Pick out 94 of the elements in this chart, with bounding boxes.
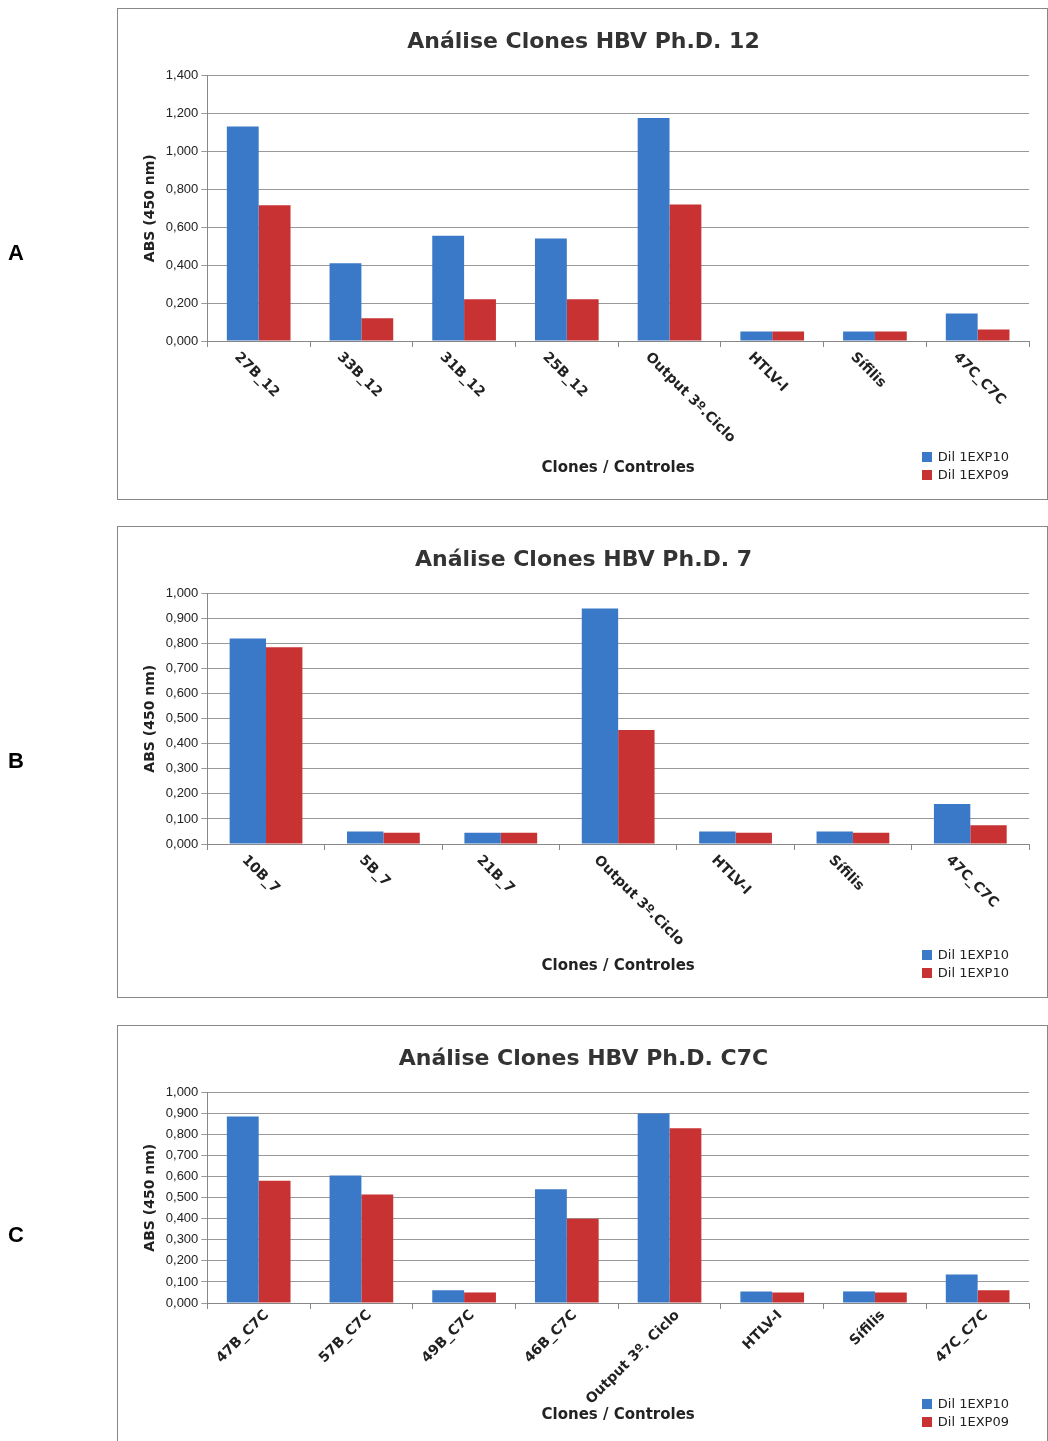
legend-label: Dil 1EXP10 <box>937 965 1009 980</box>
bar <box>933 803 971 844</box>
y-tick-label: 0,200 <box>165 1252 199 1268</box>
y-tick-label: 0,000 <box>165 1294 199 1310</box>
y-tick-label: 0,100 <box>165 810 199 826</box>
bar <box>637 1113 670 1303</box>
y-tick-label: 0,100 <box>165 1273 199 1289</box>
chart-title: Análise Clones HBV Ph.D. C7C <box>398 1044 769 1070</box>
bar <box>618 729 655 844</box>
legend-label: Dil 1EXP09 <box>937 467 1009 482</box>
bar <box>500 832 538 844</box>
y-tick-label: 0,400 <box>165 256 199 272</box>
y-axis-title: ABS (450 nm) <box>141 1143 158 1252</box>
bar <box>772 1292 805 1303</box>
legend-label: Dil 1EXP10 <box>937 947 1009 962</box>
bar <box>226 1116 259 1303</box>
bar <box>874 1292 907 1303</box>
bar <box>464 1292 496 1303</box>
bar <box>740 1291 773 1303</box>
y-tick-label: 0,800 <box>165 635 199 651</box>
bar <box>740 331 773 341</box>
chart-title: Análise Clones HBV Ph.D. 12 <box>407 27 760 53</box>
y-tick-label: 0,400 <box>165 735 199 751</box>
bar <box>669 204 702 341</box>
bar <box>816 831 853 844</box>
y-tick-label: 1,000 <box>165 142 199 158</box>
y-tick-label: 0,000 <box>165 835 199 851</box>
bar <box>432 235 465 341</box>
x-axis-title: Clones / Controles <box>541 955 695 974</box>
bar <box>669 1128 702 1303</box>
y-tick-label: 0,300 <box>165 760 199 776</box>
y-axis-title: ABS (450 nm) <box>141 154 158 263</box>
bar <box>329 263 362 341</box>
y-tick-label: 0,500 <box>165 710 199 726</box>
bar <box>843 331 875 341</box>
legend-label: Dil 1EXP09 <box>937 1414 1009 1429</box>
bar <box>945 1274 978 1303</box>
y-axis-title: ABS (450 nm) <box>141 664 158 773</box>
bar <box>383 832 420 844</box>
y-tick-label: 1,200 <box>165 104 199 120</box>
chart-title: Análise Clones HBV Ph.D. 7 <box>414 545 753 571</box>
bar <box>772 331 805 341</box>
bar <box>258 205 291 341</box>
bar <box>637 118 670 341</box>
bar <box>534 238 567 341</box>
bar <box>464 832 501 844</box>
y-tick-label: 0,800 <box>165 1126 199 1142</box>
y-tick-label: 0,700 <box>165 1147 199 1163</box>
y-tick-label: 0,900 <box>165 1105 199 1121</box>
y-tick-label: 0,900 <box>165 610 199 626</box>
text: A <box>8 240 24 266</box>
y-tick-label: 1,000 <box>165 584 199 600</box>
y-tick-label: 0,200 <box>165 294 199 310</box>
bar <box>735 832 772 844</box>
bar <box>566 1218 599 1303</box>
y-tick-label: 0,600 <box>165 685 199 701</box>
y-tick-label: 1,400 <box>165 66 199 82</box>
bar <box>229 638 267 844</box>
y-tick-label: 0,600 <box>165 218 199 234</box>
y-tick-label: 0,600 <box>165 1168 199 1184</box>
bar <box>347 831 384 844</box>
bar <box>464 299 496 341</box>
bar <box>258 1180 291 1303</box>
y-tick-label: 0,500 <box>165 1189 199 1205</box>
bar <box>361 318 394 341</box>
y-tick-label: 0,400 <box>165 1210 199 1226</box>
bar <box>874 331 907 341</box>
bar <box>843 1291 875 1303</box>
bar <box>852 832 890 844</box>
legend-label: Dil 1EXP10 <box>937 449 1009 464</box>
bar <box>361 1194 394 1303</box>
y-tick-label: 0,200 <box>165 785 199 801</box>
text: B <box>8 748 24 774</box>
y-tick-label: 0,000 <box>165 332 199 348</box>
bar <box>266 647 303 844</box>
bar <box>581 608 619 844</box>
bar <box>534 1189 567 1303</box>
bar <box>329 1175 362 1303</box>
y-tick-label: 1,000 <box>165 1083 199 1099</box>
bar <box>977 1290 1010 1303</box>
text: C <box>8 1222 24 1248</box>
bar <box>226 126 259 341</box>
bar <box>977 329 1010 341</box>
legend-label: Dil 1EXP10 <box>937 1396 1009 1411</box>
bar <box>432 1290 465 1303</box>
y-tick-label: 0,700 <box>165 660 199 676</box>
bar <box>699 831 736 844</box>
bar <box>970 825 1007 844</box>
x-axis-title: Clones / Controles <box>541 457 695 476</box>
x-axis-title: Clones / Controles <box>541 1404 695 1423</box>
y-tick-label: 0,300 <box>165 1231 199 1247</box>
bar <box>945 313 978 341</box>
bar <box>566 299 599 341</box>
y-tick-label: 0,800 <box>165 180 199 196</box>
